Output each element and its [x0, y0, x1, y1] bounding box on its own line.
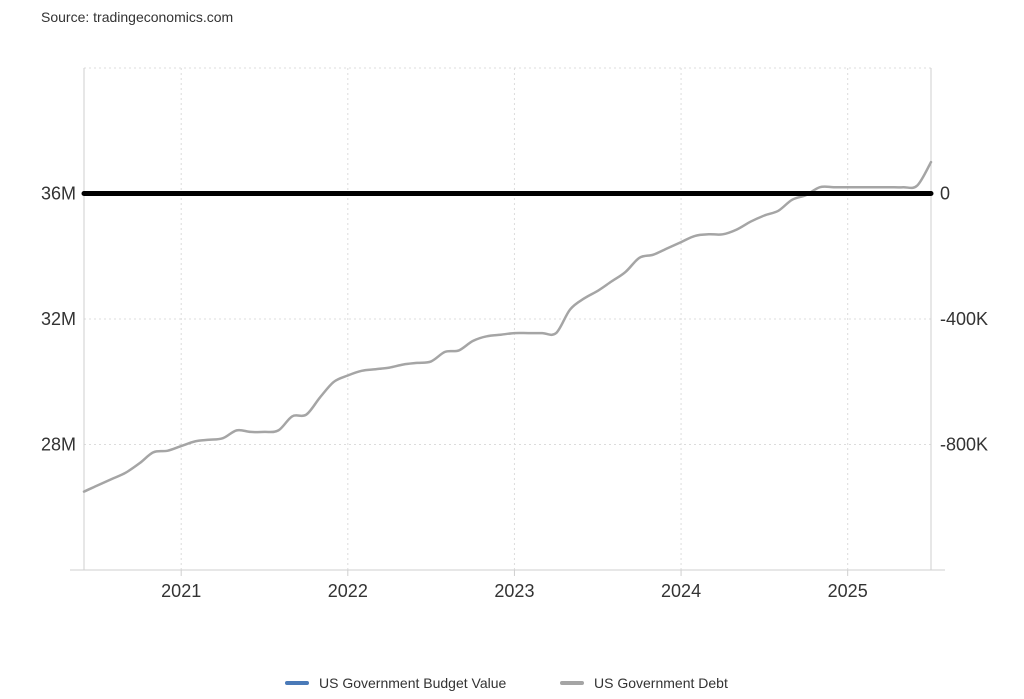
x-tick-label: 2023 — [494, 581, 534, 601]
series-layer — [81, 160, 934, 493]
source-label: Source: tradingeconomics.com — [41, 9, 234, 25]
left-tick-label: 36M — [41, 184, 76, 204]
grid — [84, 67, 931, 570]
legend-item-government-debt[interactable]: US Government Debt — [560, 675, 728, 691]
x-tick-label: 2025 — [828, 581, 868, 601]
legend: US Government Budget Value US Government… — [0, 675, 1024, 695]
x-tick-label: 2021 — [161, 581, 201, 601]
line-chart: 36M 0 32M -400K 28M -800K 2021 2022 2023 2024 2025 — [41, 67, 988, 602]
left-tick-label: 28M — [41, 435, 76, 455]
legend-label-budget-value: US Government Budget Value — [319, 675, 507, 691]
x-tick-label: 2024 — [661, 581, 701, 601]
legend-label-government-debt: US Government Debt — [594, 675, 728, 691]
right-tick-label: -400K — [940, 309, 988, 329]
left-tick-label: 32M — [41, 309, 76, 329]
right-tick-label: 0 — [940, 184, 950, 204]
right-tick-label: -800K — [940, 435, 988, 455]
x-tick-label: 2022 — [328, 581, 368, 601]
tick-labels: 36M 0 32M -400K 28M -800K 2021 2022 2023 2024 2025 — [41, 184, 988, 602]
legend-swatch-budget-value — [285, 681, 309, 685]
axes — [70, 68, 945, 576]
legend-item-budget-value[interactable]: US Government Budget Value — [285, 675, 506, 691]
legend-swatch-government-debt — [560, 681, 584, 685]
government-debt-line — [82, 160, 933, 493]
